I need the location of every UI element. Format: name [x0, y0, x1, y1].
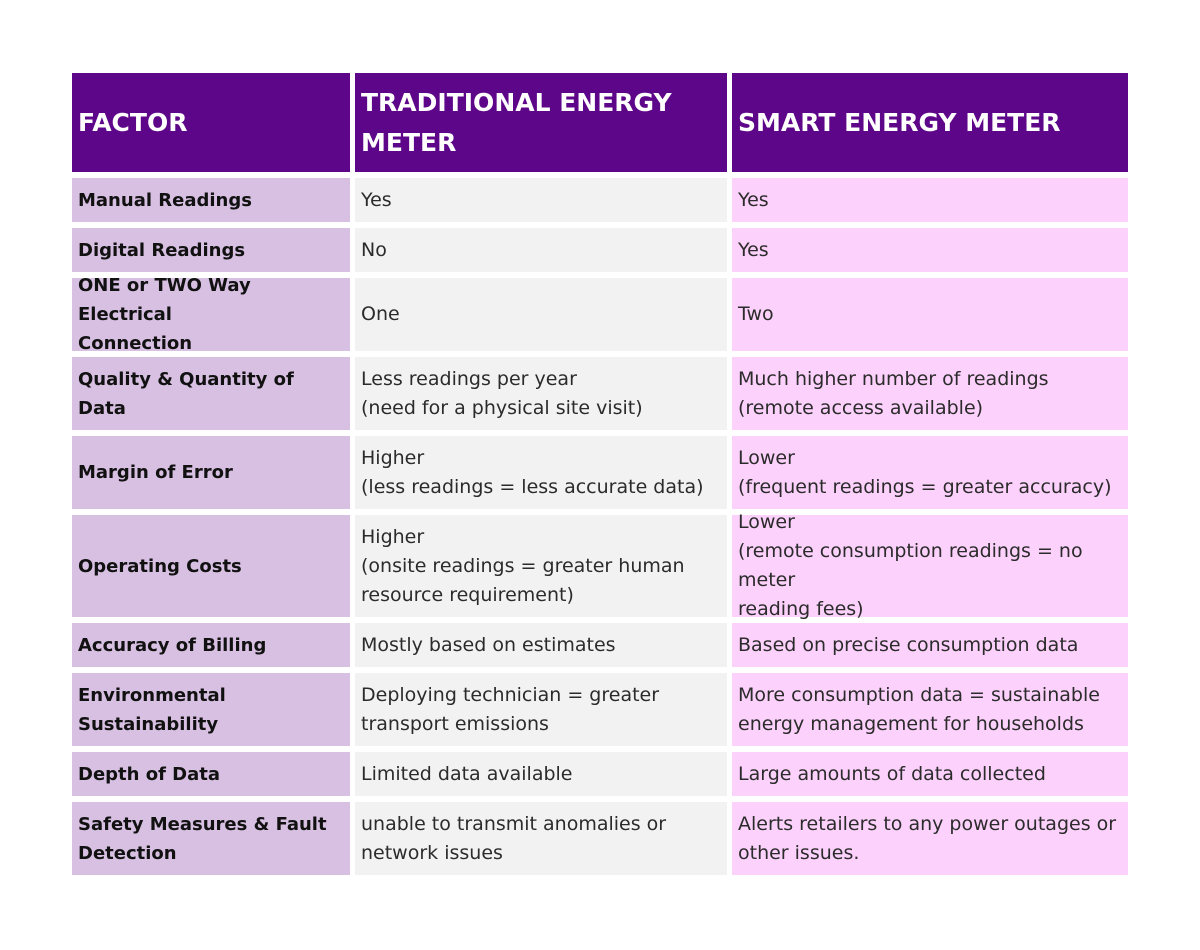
row-smart: Alerts retailers to any power outages or…	[732, 802, 1128, 875]
row-smart-text: Yes	[738, 238, 769, 261]
row-traditional-text: Higher (onsite readings = greater human …	[361, 525, 685, 606]
row-smart: Much higher number of readings (remote a…	[732, 357, 1128, 430]
row-factor: Environmental Sustainability	[72, 673, 350, 746]
row-factor-text: Accuracy of Billing	[78, 634, 267, 656]
row-traditional: Mostly based on estimates	[355, 623, 727, 667]
row-smart-text: Large amounts of data collected	[738, 762, 1046, 785]
row-traditional-text: Mostly based on estimates	[361, 633, 616, 656]
row-traditional-text: Deploying technician = greater transport…	[361, 683, 660, 735]
row-factor: Margin of Error	[72, 436, 350, 509]
row-factor-text: Environmental Sustainability	[78, 684, 226, 735]
header-smart-label: SMART ENERGY METER	[738, 107, 1061, 137]
row-factor: Digital Readings	[72, 228, 350, 272]
row-smart: Yes	[732, 178, 1128, 222]
row-traditional-text: unable to transmit anomalies or network …	[361, 812, 667, 864]
row-smart: Lower (frequent readings = greater accur…	[732, 436, 1128, 509]
row-traditional-text: Limited data available	[361, 762, 573, 785]
row-smart: Large amounts of data collected	[732, 752, 1128, 796]
row-smart-text: Lower (remote consumption readings = no …	[738, 511, 1083, 620]
row-smart: Lower (remote consumption readings = no …	[732, 511, 1128, 620]
row-smart: More consumption data = sustainable ener…	[732, 673, 1128, 746]
row-traditional: No	[355, 228, 727, 272]
row-traditional: Limited data available	[355, 752, 727, 796]
row-factor: Operating Costs	[72, 515, 350, 617]
header-factor: FACTOR	[72, 73, 350, 172]
row-factor-text: Digital Readings	[78, 239, 246, 261]
header-traditional-label: TRADITIONAL ENERGY METER	[361, 87, 672, 157]
row-factor: Depth of Data	[72, 752, 350, 796]
row-traditional: Yes	[355, 178, 727, 222]
row-factor: Safety Measures & Fault Detection	[72, 802, 350, 875]
row-traditional: unable to transmit anomalies or network …	[355, 802, 727, 875]
row-traditional-text: Higher (less readings = less accurate da…	[361, 446, 704, 498]
row-smart: Yes	[732, 228, 1128, 272]
row-traditional: Higher (less readings = less accurate da…	[355, 436, 727, 509]
row-traditional-text: Less readings per year (need for a physi…	[361, 367, 643, 419]
row-smart-text: Based on precise consumption data	[738, 633, 1079, 656]
row-smart-text: Two	[738, 303, 774, 325]
row-traditional-text: One	[361, 303, 400, 325]
row-smart-text: Much higher number of readings (remote a…	[738, 367, 1049, 419]
row-factor: Accuracy of Billing	[72, 623, 350, 667]
header-traditional: TRADITIONAL ENERGY METER	[355, 73, 727, 172]
row-factor-text: Operating Costs	[78, 555, 242, 577]
row-traditional-text: Yes	[361, 188, 392, 211]
row-smart-text: Alerts retailers to any power outages or…	[738, 812, 1117, 864]
row-smart: Two	[732, 278, 1128, 351]
row-smart-text: Yes	[738, 188, 769, 211]
row-smart-text: More consumption data = sustainable ener…	[738, 683, 1100, 735]
row-factor-text: Depth of Data	[78, 763, 221, 785]
comparison-table: FACTOR TRADITIONAL ENERGY METER SMART EN…	[72, 73, 1128, 875]
header-smart: SMART ENERGY METER	[732, 73, 1128, 172]
row-factor-text: ONE or TWO Way Electrical Connection	[78, 275, 251, 354]
row-traditional-text: No	[361, 238, 387, 261]
row-smart: Based on precise consumption data	[732, 623, 1128, 667]
row-factor: Quality & Quantity of Data	[72, 357, 350, 430]
row-factor-text: Manual Readings	[78, 189, 252, 211]
row-traditional: Less readings per year (need for a physi…	[355, 357, 727, 430]
row-factor-text: Quality & Quantity of Data	[78, 368, 294, 419]
row-traditional: One	[355, 278, 727, 351]
row-traditional: Deploying technician = greater transport…	[355, 673, 727, 746]
row-factor-text: Safety Measures & Fault Detection	[78, 813, 327, 864]
row-smart-text: Lower (frequent readings = greater accur…	[738, 446, 1112, 498]
header-factor-label: FACTOR	[78, 107, 188, 137]
row-factor-text: Margin of Error	[78, 462, 233, 483]
row-factor: Manual Readings	[72, 178, 350, 222]
row-traditional: Higher (onsite readings = greater human …	[355, 515, 727, 617]
row-factor: ONE or TWO Way Electrical Connection	[72, 275, 350, 354]
